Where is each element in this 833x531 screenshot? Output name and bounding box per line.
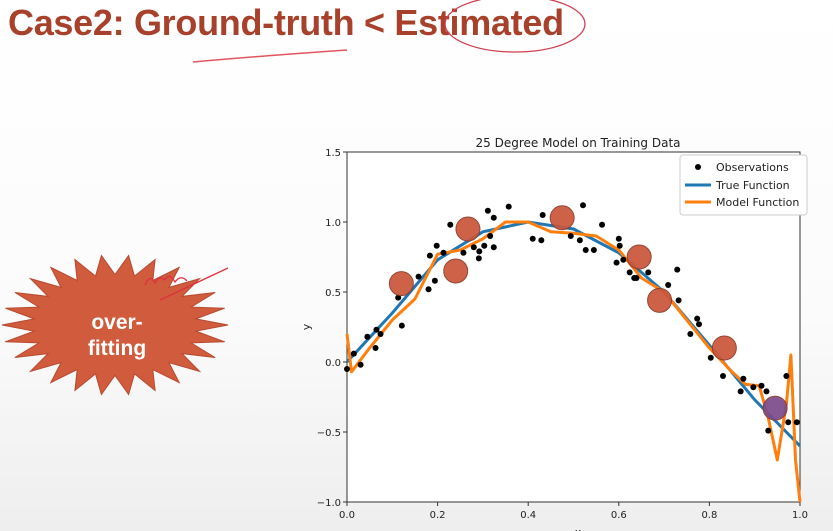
observation-point: [599, 221, 606, 228]
observation-point: [765, 427, 772, 434]
observation-point: [645, 269, 652, 276]
observation-point: [613, 259, 620, 266]
observation-point: [719, 373, 726, 379]
badge-line2: fitting: [87, 337, 147, 360]
observation-point: [433, 242, 440, 249]
observation-point: [793, 419, 800, 426]
highlighted-point: [443, 258, 469, 284]
observation-point: [373, 326, 380, 333]
observation-point: [576, 237, 583, 244]
observation-point: [695, 321, 702, 328]
observation-point: [737, 388, 744, 395]
observation-point: [440, 249, 447, 256]
observation-point: [616, 242, 623, 249]
y-tick-label: 1.0: [325, 218, 341, 229]
x-tick-label: 0.8: [701, 510, 717, 521]
observation-point: [529, 235, 536, 242]
observation-point: [395, 294, 402, 301]
handwritten-annotation: [144, 267, 229, 301]
observation-point: [425, 286, 432, 293]
legend-model-function: Model Function: [716, 196, 799, 209]
observation-point: [460, 249, 467, 256]
x-tick-label: 0.6: [611, 510, 627, 521]
observation-point: [740, 375, 747, 382]
observation-point: [665, 282, 672, 288]
x-tick-label: 0.2: [430, 510, 446, 521]
observation-point: [674, 266, 681, 273]
overfitting-badge: over- fitting: [62, 310, 172, 362]
observation-point: [758, 382, 765, 389]
chart-title: 25 Degree Model on Training Data: [476, 136, 681, 150]
observation-point: [470, 244, 477, 251]
observation-point: [615, 235, 622, 242]
observation-point: [415, 273, 422, 280]
observation-point: [539, 212, 546, 218]
observation-point: [687, 331, 694, 337]
observation-point: [505, 203, 512, 210]
x-axis-label: x: [575, 526, 582, 531]
legend: Observations True Function Model Functio…: [679, 154, 808, 216]
slide-title: Case2: Ground-truth < Estimated: [8, 2, 564, 43]
observation-point: [707, 354, 714, 361]
observation-point: [377, 331, 384, 337]
observation-point: [763, 388, 770, 395]
highlighted-point: [455, 216, 481, 242]
observation-point: [580, 202, 587, 209]
observation-point: [484, 207, 491, 214]
observation-point: [487, 233, 494, 239]
observation-point: [476, 248, 483, 255]
model-function-line: [345, 220, 802, 503]
observation-point: [447, 221, 454, 228]
y-tick-label: 0.0: [325, 358, 341, 369]
observation-point: [538, 237, 545, 244]
observation-point: [750, 384, 757, 391]
y-tick-label: 1.5: [325, 148, 341, 159]
highlighted-point: [647, 287, 673, 313]
observation-point: [785, 419, 792, 426]
x-tick-label: 1.0: [792, 510, 808, 521]
observation-point: [475, 255, 482, 262]
starburst-shape: [1, 254, 229, 396]
highlighted-point: [388, 271, 414, 297]
x-tick-label: 0.4: [520, 510, 536, 521]
observation-point: [426, 252, 433, 259]
observation-point: [694, 315, 701, 322]
underline-annotation: [192, 49, 348, 63]
x-tick-label: 0.0: [339, 510, 355, 521]
observation-point: [350, 350, 357, 357]
observation-point: [344, 366, 350, 372]
observation-point: [590, 247, 597, 253]
legend-true-function: True Function: [715, 179, 790, 192]
y-tick-label: −1.0: [317, 498, 341, 509]
highlighted-point: [549, 205, 575, 231]
y-tick-label: −0.5: [317, 428, 341, 439]
observation-point: [582, 247, 589, 253]
y-axis-label: y: [300, 323, 313, 330]
circle-annotation: [444, 0, 586, 53]
legend-observations: Observations: [716, 161, 789, 174]
highlighted-point: [762, 395, 788, 421]
observation-point: [567, 233, 574, 239]
observation-point: [675, 297, 682, 304]
observation-point: [633, 275, 640, 281]
observation-point: [490, 244, 497, 251]
highlighted-point: [711, 335, 737, 361]
observation-point: [398, 322, 405, 329]
observation-point: [364, 333, 371, 340]
highlighted-point: [626, 244, 652, 270]
observation-point: [783, 373, 790, 379]
observation-point: [372, 345, 379, 351]
observation-point: [626, 269, 633, 276]
legend-observations-marker: [695, 164, 701, 170]
observation-point: [490, 214, 497, 221]
observation-point: [481, 242, 488, 249]
badge-line1: over-: [91, 311, 143, 334]
y-tick-label: 0.5: [325, 288, 341, 299]
observation-point: [620, 256, 627, 263]
observation-point: [357, 361, 364, 368]
observation-point: [431, 277, 438, 284]
